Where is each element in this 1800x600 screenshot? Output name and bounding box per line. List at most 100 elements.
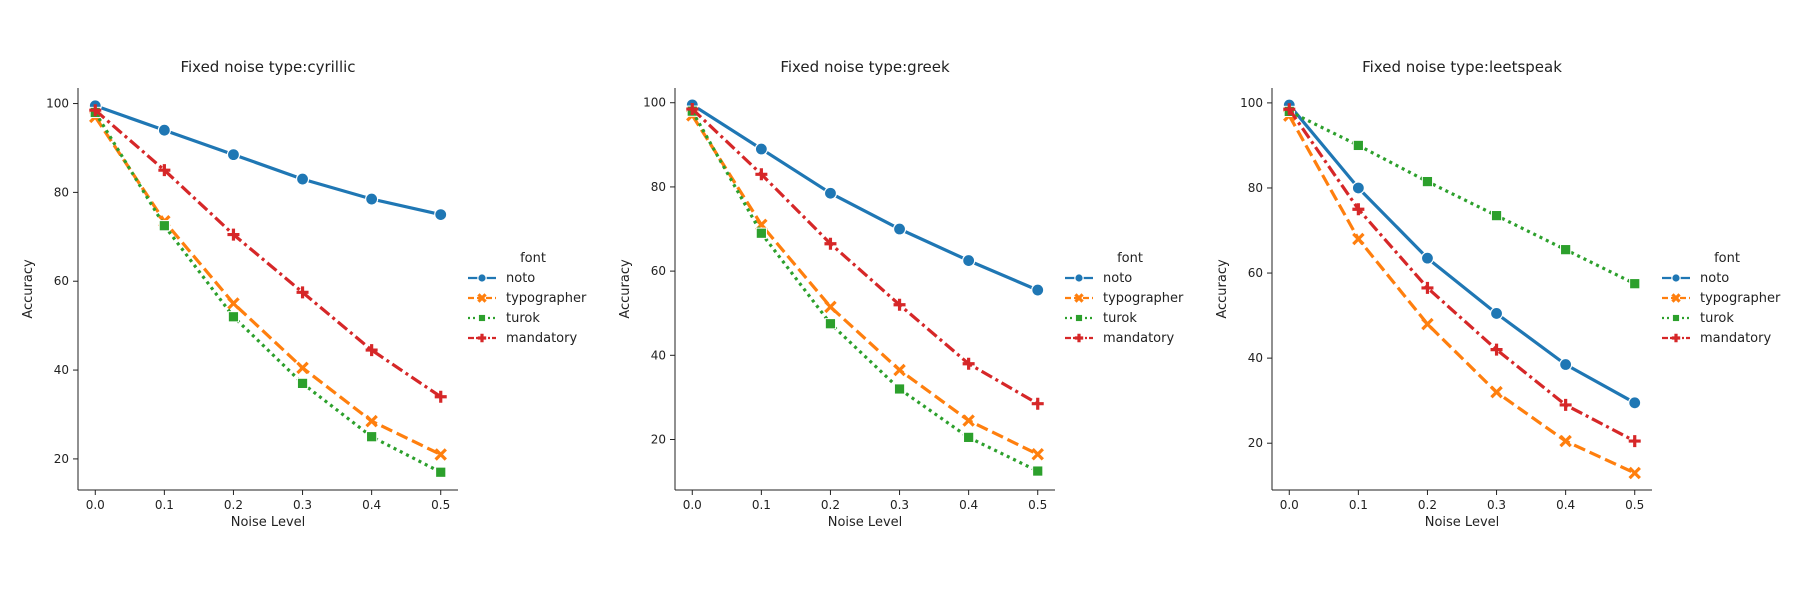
data-point (893, 363, 906, 377)
data-point (893, 383, 906, 395)
legend-label: typographer (1103, 291, 1184, 306)
legend-label: mandatory (1700, 331, 1771, 346)
data-point (1628, 435, 1641, 448)
square-icon (477, 313, 487, 323)
data-point (1628, 466, 1641, 480)
data-point (1421, 281, 1434, 294)
x-tick-label: 0.3 (890, 498, 909, 512)
x-axis-label: Noise Level (231, 515, 306, 530)
y-tick-label: 60 (651, 264, 666, 278)
y-tick-label: 100 (643, 96, 666, 110)
data-point (824, 300, 837, 314)
chart-title: Fixed noise type:greek (780, 58, 950, 76)
legend-swatch (468, 293, 496, 303)
legend-label: turok (1103, 311, 1137, 326)
y-axis-label: Accuracy (21, 259, 36, 319)
data-point (365, 414, 378, 428)
data-point (227, 228, 240, 241)
y-tick-label: 100 (46, 97, 69, 111)
data-point (1031, 397, 1044, 410)
data-point (1420, 251, 1435, 265)
data-point (89, 104, 102, 117)
legend-swatch (1662, 313, 1690, 323)
data-point (365, 192, 379, 206)
data-point (1559, 398, 1572, 411)
plus-icon (1671, 333, 1681, 343)
series-noto (88, 99, 448, 222)
x-tick-label: 0.3 (293, 498, 312, 512)
data-point (365, 344, 378, 357)
series-line (691, 103, 1039, 292)
series-typographer (686, 109, 1044, 461)
x-tick-label: 0.0 (1280, 498, 1299, 512)
x-axis-label: Noise Level (828, 515, 903, 530)
series-turok (89, 106, 447, 478)
data-point (296, 286, 309, 299)
legend: font noto typographer turok mandatory (1662, 251, 1781, 346)
legend-swatch (1662, 333, 1690, 343)
series-line (94, 104, 442, 217)
chart-panel-3: Fixed noise type:leetspeak 0.0 0.1 0.2 0.3 0.… (1215, 58, 1781, 530)
y-tick-label: 60 (1248, 266, 1263, 280)
data-point (962, 357, 975, 370)
data-point (1560, 244, 1572, 256)
legend-label: noto (1700, 271, 1729, 286)
legend-title: font (520, 251, 546, 266)
x-axis-label: Noise Level (1425, 515, 1500, 530)
x-tick-label: 0.2 (1418, 498, 1437, 512)
data-point (434, 390, 447, 403)
legend-label: turok (1700, 311, 1734, 326)
x-tick-label: 0.5 (431, 498, 450, 512)
data-point (366, 431, 378, 443)
data-point (1352, 139, 1364, 152)
legend-title: font (1714, 251, 1740, 266)
legend-label: turok (506, 311, 540, 326)
data-point (1352, 232, 1365, 246)
y-tick-label: 80 (651, 180, 666, 194)
series-noto (1282, 98, 1642, 410)
data-point (1351, 181, 1365, 195)
legend: font noto typographer turok mandatory (468, 251, 587, 346)
x-tick-label: 0.5 (1028, 498, 1047, 512)
data-point (1490, 343, 1503, 356)
data-point (686, 103, 699, 116)
y-tick-label: 100 (1240, 96, 1263, 110)
y-tick-label: 20 (651, 432, 666, 446)
data-point (1629, 278, 1641, 290)
data-point (435, 466, 447, 478)
data-point (1421, 317, 1434, 331)
data-point (1490, 210, 1503, 222)
series-line (691, 107, 1039, 406)
data-point (824, 237, 837, 250)
series-line (1288, 103, 1636, 405)
x-tick-label: 0.0 (86, 498, 105, 512)
series-line (93, 111, 442, 474)
series-line (1287, 108, 1636, 443)
x-tick-label: 0.4 (959, 498, 978, 512)
y-tick-label: 40 (54, 363, 69, 377)
series-line (690, 114, 1039, 456)
plus-icon (1074, 333, 1084, 343)
legend-swatch (1065, 313, 1093, 323)
legend-label: mandatory (506, 331, 577, 346)
data-point (824, 318, 837, 330)
x-tick-label: 0.1 (155, 498, 174, 512)
data-point (1031, 283, 1045, 297)
data-point (962, 253, 976, 268)
x-tick-label: 0.4 (1556, 498, 1575, 512)
data-point (227, 311, 240, 323)
data-point (1421, 175, 1434, 188)
x-icon (1671, 293, 1681, 303)
data-point (962, 414, 975, 427)
data-point (157, 123, 171, 137)
series-mandatory (686, 103, 1044, 410)
series-line (690, 110, 1039, 473)
legend-swatch (1662, 293, 1690, 303)
series-line (1288, 109, 1636, 286)
x-tick-label: 0.0 (683, 498, 702, 512)
series-turok (686, 105, 1044, 477)
data-point (296, 361, 309, 375)
data-point (755, 168, 768, 181)
x-tick-label: 0.3 (1487, 498, 1506, 512)
x-tick-label: 0.1 (752, 498, 771, 512)
